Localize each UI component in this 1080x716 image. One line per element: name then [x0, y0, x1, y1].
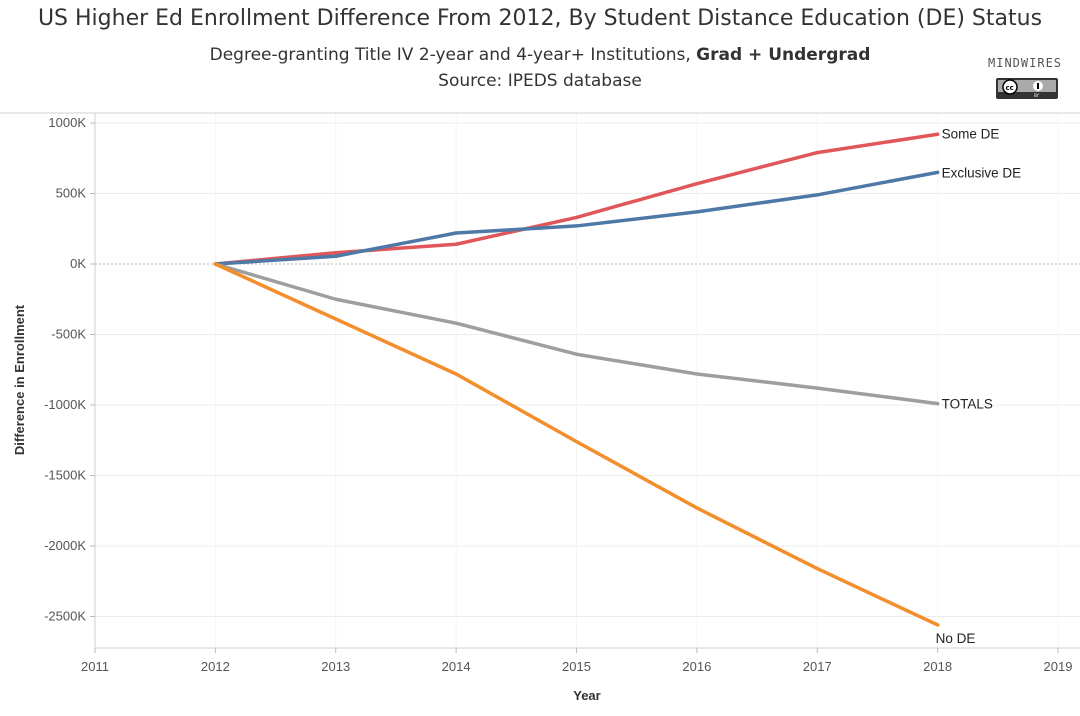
y-axis-ticks: 1000K 500K 0K -500K -1000K -1500K -2000K -2500K: [44, 115, 95, 624]
x-tick-label: 2013: [321, 659, 350, 674]
x-axis-title: Year: [573, 688, 600, 703]
y-axis-title: Difference in Enrollment: [12, 304, 27, 455]
y-tick-label: -2500K: [44, 609, 86, 624]
data-point-no-de: [695, 506, 699, 510]
data-point-some-de: [936, 132, 940, 136]
y-tick-label: 0K: [70, 256, 86, 271]
data-point-no-de: [574, 440, 579, 444]
data-point-exclusive-de: [454, 231, 458, 235]
data-point-some-de: [454, 242, 458, 246]
y-tick-label: -1500K: [44, 468, 86, 483]
data-point-totals: [936, 401, 940, 406]
data-point-exclusive-de: [695, 210, 699, 214]
data-point-exclusive-de: [574, 224, 579, 228]
data-point-exclusive-de: [334, 254, 338, 258]
series-lines: [213, 132, 940, 627]
data-point-no-de: [815, 566, 819, 571]
cc-by-icon: cc BY: [996, 78, 1058, 99]
logo-text: MINDWIRES: [988, 56, 1062, 70]
svg-text:BY: BY: [1034, 93, 1040, 98]
gridlines: [94, 113, 1080, 648]
data-point-no-de: [936, 623, 940, 627]
series-label-no-de: No DE: [936, 631, 976, 646]
series-label-totals: TOTALS: [942, 397, 993, 412]
x-axis-ticks: 2011 2012 2013 2014 2015 2016 2017 2018 2019: [81, 648, 1072, 674]
chart-title: US Higher Ed Enrollment Difference From …: [37, 6, 1043, 31]
data-point-some-de: [574, 215, 579, 220]
y-tick-label: 500K: [56, 186, 87, 201]
subtitle-bold: Grad + Undergrad: [696, 45, 871, 65]
series-label-some-de: Some DE: [942, 126, 1000, 141]
data-point-totals: [454, 321, 458, 325]
y-tick-label: 1000K: [48, 115, 86, 130]
chart-subtitle: Degree-granting Title IV 2-year and 4-ye…: [0, 45, 1080, 65]
x-tick-label: 2014: [442, 659, 471, 674]
data-point-totals: [815, 386, 819, 390]
x-tick-label: 2017: [803, 659, 832, 674]
mindwires-logo: MINDWIRES cc BY: [988, 56, 1062, 99]
series-label-exclusive-de: Exclusive DE: [942, 165, 1022, 180]
data-point-some-de: [815, 151, 819, 155]
data-point-some-de: [695, 182, 699, 186]
x-tick-label: 2019: [1044, 659, 1073, 674]
data-point-totals: [695, 372, 699, 376]
data-point-no-de: [454, 372, 458, 376]
svg-text:cc: cc: [1006, 84, 1014, 92]
x-tick-label: 2016: [682, 659, 711, 674]
subtitle-prefix: Degree-granting Title IV 2-year and 4-ye…: [209, 45, 697, 65]
y-tick-label: -500K: [51, 327, 86, 342]
x-tick-label: 2015: [562, 659, 591, 674]
data-point-totals: [574, 352, 579, 356]
axes: [0, 112, 1080, 649]
data-point-some-de: [334, 251, 338, 255]
data-point-exclusive-de: [936, 170, 940, 174]
chart-source: Source: IPEDS database: [438, 71, 642, 91]
y-tick-label: -1000K: [44, 397, 86, 412]
series-labels: Some DE Exclusive DE TOTALS No DE: [936, 126, 1022, 646]
data-point-no-de: [334, 317, 338, 321]
y-tick-label: -2000K: [44, 538, 86, 553]
data-point-no-de: [213, 262, 217, 266]
x-tick-label: 2018: [923, 659, 952, 674]
x-tick-label: 2012: [201, 659, 230, 674]
data-point-exclusive-de: [815, 193, 819, 197]
x-tick-label: 2011: [81, 659, 109, 674]
data-point-totals: [334, 297, 338, 301]
